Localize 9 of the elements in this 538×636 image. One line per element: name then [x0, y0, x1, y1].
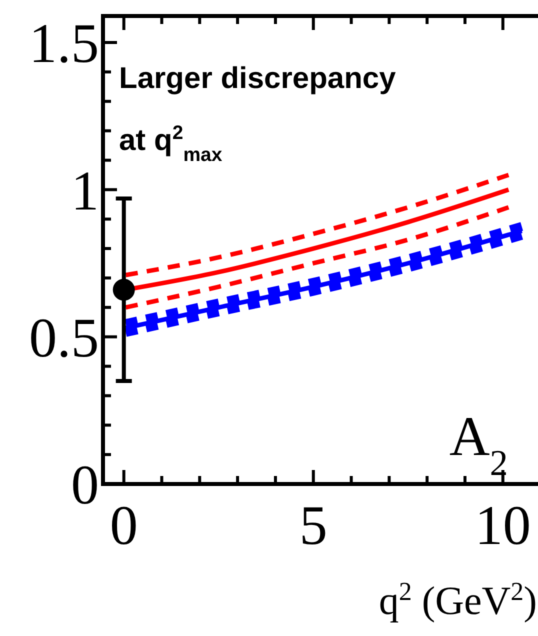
x-axis-title: q$^{2}$ (GeV$^{2}$) [378, 576, 537, 623]
annotation: Larger discrepancy [119, 62, 396, 95]
y-tick-label: 1 [71, 160, 99, 222]
y-tick-label: 0 [71, 454, 99, 517]
x-tick-label: 0 [110, 495, 138, 557]
x-tick-label: 5 [299, 495, 328, 557]
x-tick-label: 10 [474, 495, 531, 557]
y-tick-label: 1.5 [29, 13, 99, 76]
y-tick-label: 0.5 [29, 307, 99, 370]
